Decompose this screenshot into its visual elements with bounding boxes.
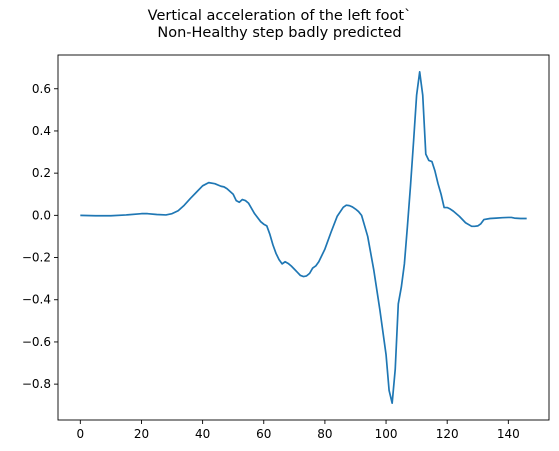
chart-subtitle: Non-Healthy step badly predicted [157,25,402,41]
x-tick-label: 140 [497,427,520,441]
x-tick-label: 0 [76,427,84,441]
y-axis-ticks: −0.8 −0.6 −0.4 −0.2 0.0 0.2 0.4 0.6 [22,82,58,391]
y-tick-label: 0.4 [32,124,51,138]
series-lines [80,71,527,404]
series-line [80,71,527,404]
y-tick-label: 0.2 [32,166,51,180]
y-tick-label: −0.6 [22,335,51,349]
plot-frame [57,54,550,421]
x-tick-label: 40 [195,427,210,441]
y-tick-label: 0.0 [32,208,51,222]
chart-title: Vertical acceleration of the left foot` [147,8,412,24]
x-tick-label: 20 [134,427,149,441]
x-tick-label: 100 [375,427,398,441]
y-tick-label: 0.6 [32,82,51,96]
y-tick-label: −0.4 [22,293,51,307]
y-tick-label: −0.2 [22,251,51,265]
x-tick-label: 80 [317,427,332,441]
x-axis-ticks: 0 20 40 60 80 100 120 140 [76,420,520,441]
x-tick-label: 120 [436,427,459,441]
y-tick-label: −0.8 [22,377,51,391]
x-tick-label: 60 [256,427,271,441]
